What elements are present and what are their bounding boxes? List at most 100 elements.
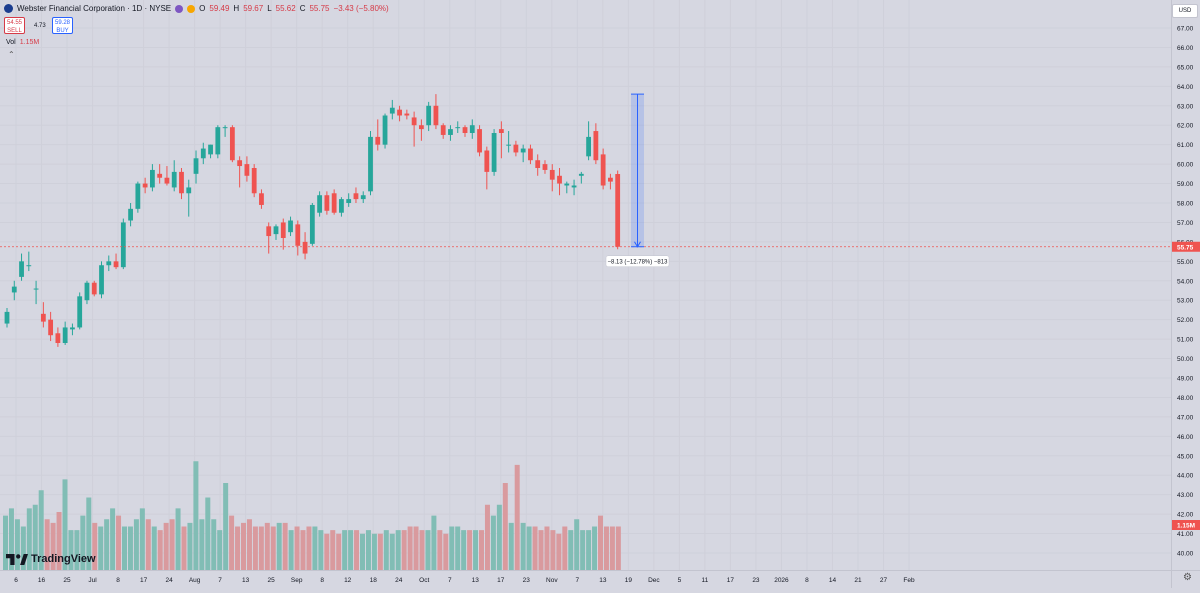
candle-body [491, 133, 497, 172]
candle-body [193, 158, 199, 174]
candle-body [309, 204, 315, 244]
time-tick-label: 17 [140, 577, 148, 584]
settings-gear-icon[interactable]: ⚙ [1183, 572, 1192, 583]
price-tick-label: 43.00 [1177, 492, 1194, 499]
current-price-text: 55.75 [1177, 244, 1194, 251]
candle-body [55, 333, 61, 343]
current-volume-badge [1172, 520, 1200, 530]
volume-bar [223, 483, 229, 570]
tradingview-logo[interactable]: TradingView [6, 553, 96, 565]
volume-bar [526, 526, 532, 570]
price-tick-label: 60.00 [1177, 162, 1194, 169]
volume-bar [116, 515, 122, 570]
high-value: 59.67 [243, 4, 264, 13]
volume-bar [354, 530, 360, 570]
volume-bar [544, 526, 550, 570]
candle-body [288, 220, 293, 233]
candle-body [106, 261, 112, 266]
candle-body [33, 288, 39, 290]
volume-bar [318, 530, 324, 570]
candle-body [251, 168, 257, 194]
candle-body [418, 125, 424, 130]
volume-bar [80, 515, 86, 570]
time-tick-label: 13 [599, 577, 607, 584]
time-tick-label: Feb [903, 577, 915, 584]
volume-bar [193, 461, 199, 570]
volume-bar [98, 526, 104, 570]
price-tick-label: 41.00 [1177, 531, 1194, 538]
volume-bar [419, 530, 425, 570]
time-tick-label: Sep [291, 577, 303, 584]
symbol-title[interactable]: Webster Financial Corporation · 1D · NYS… [17, 4, 172, 13]
volume-bar [3, 515, 8, 570]
candle-body [142, 183, 148, 188]
candle-body [615, 174, 621, 247]
time-tick-label: 5 [678, 577, 682, 584]
price-tick-label: 46.00 [1177, 434, 1194, 441]
open-value: 59.49 [209, 4, 230, 13]
time-axis-labels: 6 16 25 Jul 8 17 24 Aug 7 13 25 Sep 8 12 18 24 Oct 7 13 17 2… [14, 577, 915, 584]
currency-button[interactable]: USD [1172, 4, 1198, 18]
time-tick-label: 16 [38, 577, 46, 584]
volume-bar [336, 533, 342, 570]
price-scale[interactable]: 67.00 66.00 65.00 64.00 63.00 62.00 61.00 60.00… [1171, 0, 1200, 570]
volume-bar [8, 508, 14, 570]
volume-bar [181, 526, 187, 570]
symbol-legend: Webster Financial Corporation · 1D · NYS… [4, 4, 389, 13]
candle-body [171, 171, 177, 188]
sell-button[interactable]: 54.55 SELL [4, 17, 25, 34]
market-status-icon[interactable] [175, 4, 184, 13]
volume-bar [455, 526, 461, 570]
volume-bar [26, 508, 32, 570]
time-tick-label: 8 [116, 577, 120, 584]
volume-bar [479, 530, 484, 570]
candle-body [608, 177, 613, 182]
volume-bar [229, 515, 235, 570]
candle-body [404, 113, 410, 116]
volume-bar [490, 515, 496, 570]
volume-bar [431, 515, 437, 570]
volume-bar [615, 526, 621, 570]
candle-body [295, 224, 301, 246]
volume-bar [342, 530, 348, 570]
volume-bar [586, 530, 592, 570]
volume-bar [330, 530, 336, 570]
candle-body [542, 164, 548, 170]
volume-bar [467, 530, 473, 570]
price-tick-label: 67.00 [1177, 26, 1194, 33]
volume-bar [282, 522, 288, 570]
volume-bar [389, 533, 395, 570]
candle-body [4, 311, 10, 324]
tradingview-logo-icon [6, 553, 28, 565]
candle-body [448, 129, 453, 135]
chart-pane[interactable]: −8.13 (−12.78%) −813 [0, 0, 1171, 570]
volume-bar [473, 530, 479, 570]
chevron-up-icon[interactable]: ⌃ [8, 50, 15, 59]
volume-bar [300, 530, 306, 570]
time-tick-label: Aug [189, 577, 201, 584]
candle-body [426, 105, 432, 126]
price-tick-label: 42.00 [1177, 512, 1194, 519]
volume-bar [258, 526, 264, 570]
candle-body [77, 296, 83, 328]
buy-button[interactable]: 59.28 BUY [52, 17, 73, 34]
volume-bar [449, 526, 455, 570]
candle-body [186, 187, 192, 194]
volume-bar [592, 526, 598, 570]
volume-bar [38, 490, 44, 570]
volume-bar [157, 530, 163, 570]
volume-bar [252, 526, 258, 570]
volume-bar [241, 522, 246, 570]
volume-bar [598, 515, 603, 570]
buy-label: BUY [56, 28, 69, 34]
price-chart[interactable]: −8.13 (−12.78%) −813 [0, 0, 1171, 570]
candle-body [593, 131, 599, 161]
volume-bar [574, 519, 580, 570]
time-axis[interactable]: 6 16 25 Jul 8 17 24 Aug 7 13 25 Sep 8 12 18 24 Oct 7 13 17 2… [0, 570, 1171, 588]
volume-bar [50, 522, 56, 570]
volume-bar [217, 530, 223, 570]
price-tick-label: 52.00 [1177, 317, 1194, 324]
candle-body [84, 282, 90, 301]
volume-bar [484, 504, 490, 570]
delayed-data-icon[interactable] [187, 4, 196, 13]
